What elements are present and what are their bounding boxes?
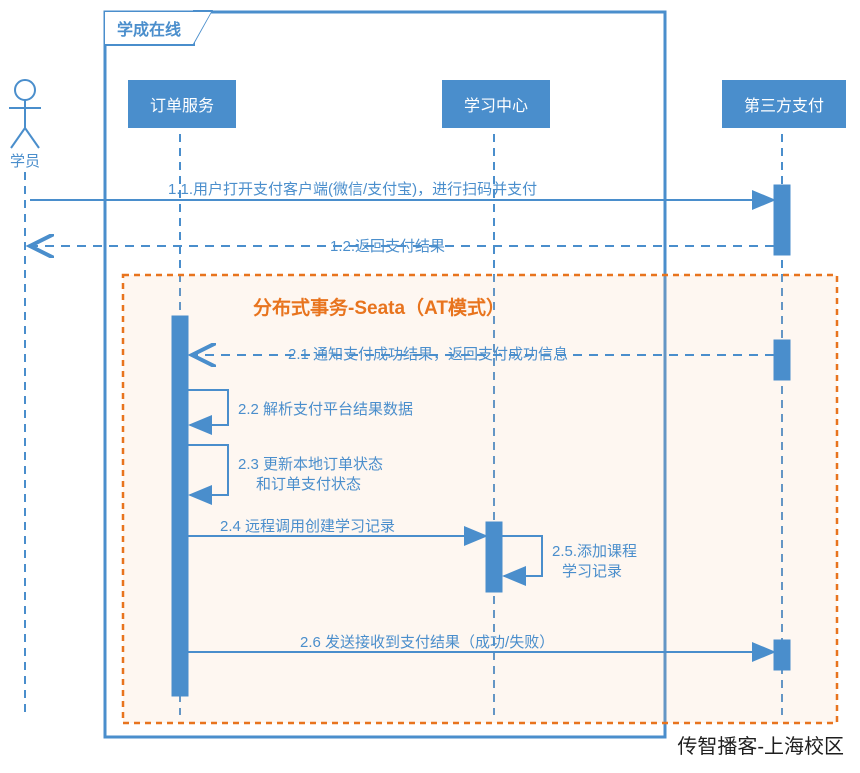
self-message-label-m25_l1: 2.5.添加课程 <box>552 540 637 561</box>
sequence-diagram-canvas: 学成在线学员 订单服务 学习中心 第三方支付分布式事务-Seata（AT模式） 1.1.… <box>0 0 860 773</box>
actor-student <box>9 80 41 148</box>
self-message-label-m23_l1: 2.3 更新本地订单状态 <box>238 453 383 474</box>
actor-label: 学员 <box>5 150 45 171</box>
message-label-m24: 2.4 远程调用创建学习记录 <box>220 515 395 536</box>
watermark: 传智播客-上海校区 <box>677 730 844 759</box>
frame-label: 学成在线 <box>105 12 195 46</box>
message-label-m12: 1.2.返回支付结果 <box>330 235 445 256</box>
message-label-m26: 2.6 发送接收到支付结果（成功/失败） <box>300 631 554 652</box>
self-message-label-m22: 2.2 解析支付平台结果数据 <box>238 398 413 419</box>
fragment-title: 分布式事务-Seata（AT模式） <box>253 293 505 320</box>
self-message-label2-m23_l1: 和订单支付状态 <box>256 473 361 494</box>
message-label-m11: 1.1.用户打开支付客户端(微信/支付宝)，进行扫码并支付 <box>168 178 537 199</box>
message-label-m21: 2.1 通知支付成功结果，返回支付成功信息 <box>288 343 568 364</box>
lifeline-study: 学习中心 <box>442 80 550 128</box>
lifeline-order: 订单服务 <box>128 80 236 128</box>
lifeline-pay3rd: 第三方支付 <box>722 80 846 128</box>
self-message-label2-m25_l1: 学习记录 <box>562 560 622 581</box>
